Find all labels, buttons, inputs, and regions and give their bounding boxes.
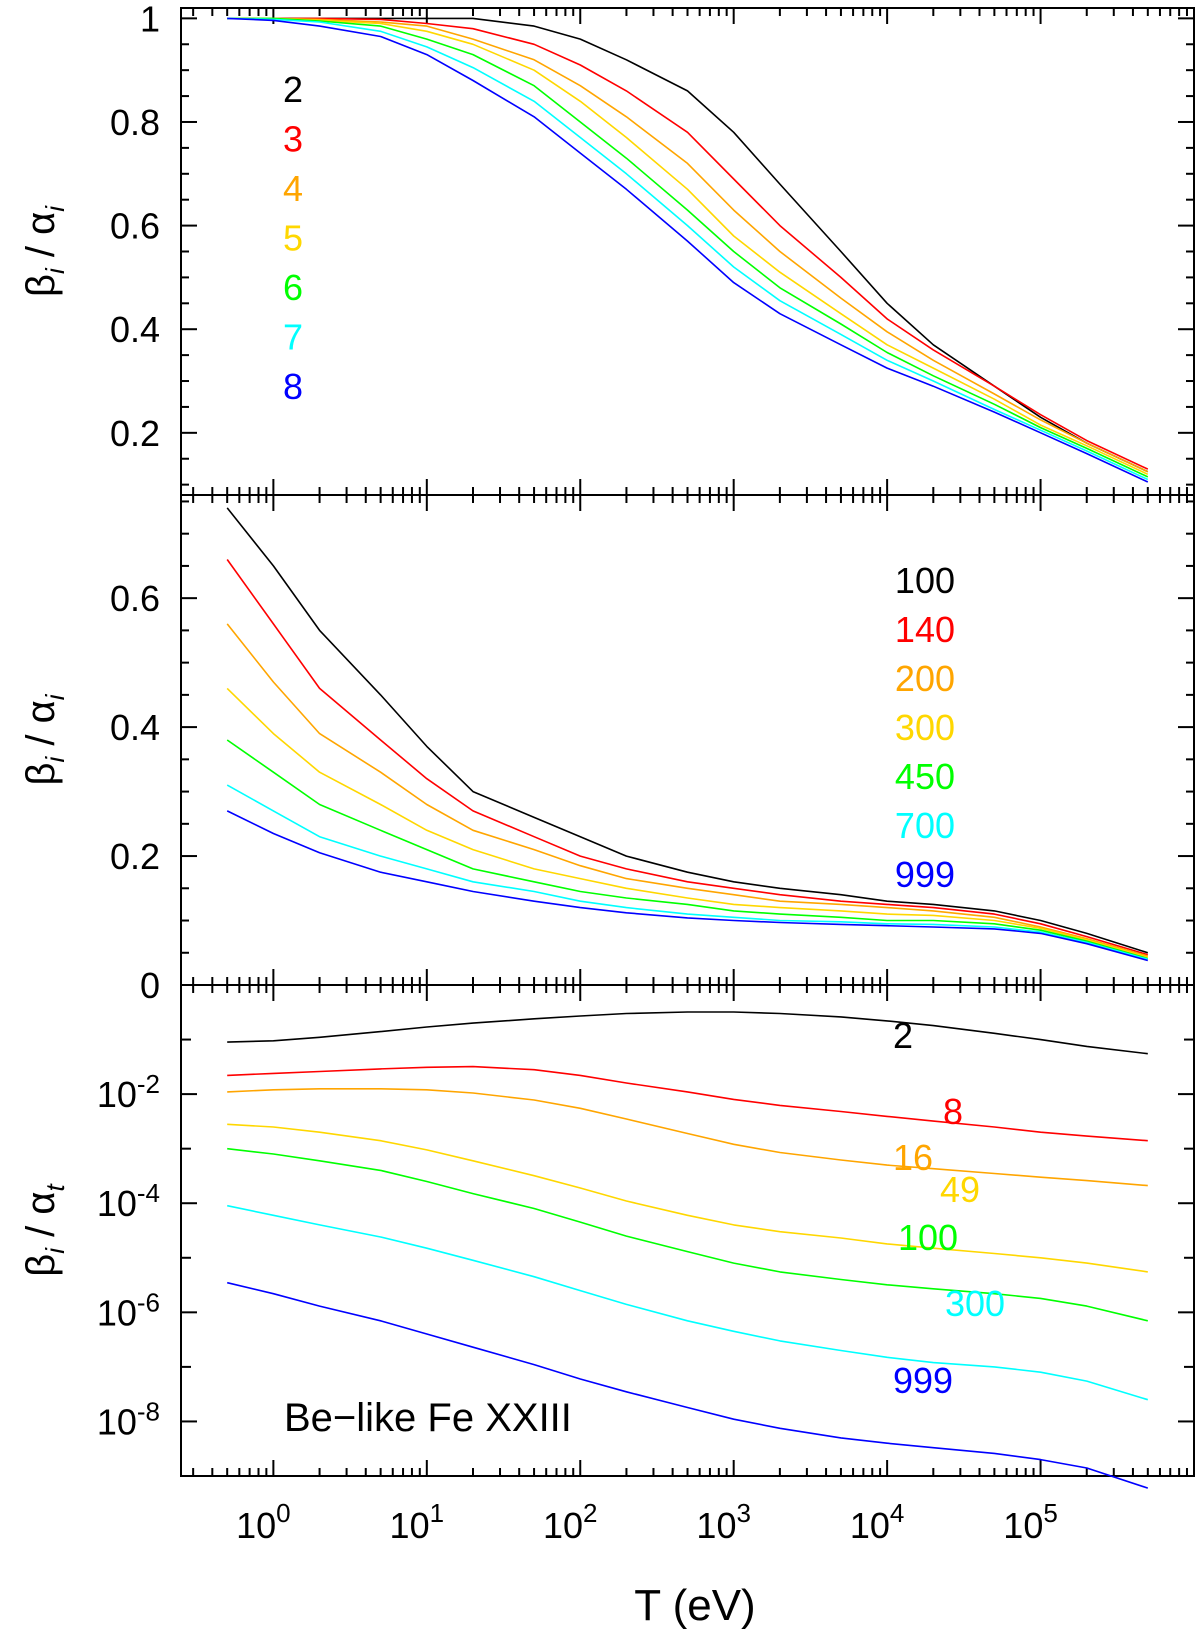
series-line-5 [227, 17, 1149, 476]
legend-label-200: 200 [895, 658, 955, 699]
legend-label-700: 700 [895, 805, 955, 846]
series-line-999 [226, 810, 1149, 962]
series-line-100 [227, 1147, 1148, 1322]
series-line-700 [226, 784, 1149, 960]
legend-label-100: 100 [895, 560, 955, 601]
legend-label-300: 300 [895, 707, 955, 748]
legend-label-49: 49 [940, 1169, 980, 1210]
y-axis-title: βi / αi [19, 205, 70, 297]
y-tick-label: 10-8 [97, 1396, 160, 1442]
legend-label-999: 999 [893, 1360, 953, 1401]
x-tick-label: 102 [543, 1498, 598, 1546]
series-line-140 [226, 559, 1149, 956]
series-line-6 [227, 17, 1149, 478]
panel-3: 0 10-2 10-4 10-6 10-8 100 101 102 103 104 105 βi / … [19, 965, 1195, 1546]
series-line-4 [227, 17, 1149, 473]
series-line-8 [227, 1065, 1148, 1142]
y-tick-label: 0.8 [110, 102, 160, 143]
y-tick-label: 0.6 [110, 206, 160, 247]
legend-label-300: 300 [945, 1283, 1005, 1324]
panels: 0.2 0.4 0.6 0.8 1 βi / αi 2 3 4 5 6 7 8 0.2 0.4 0.6 βi /… [19, 0, 1195, 1546]
x-tick-label: 104 [850, 1498, 905, 1546]
series-line-8 [227, 17, 1149, 483]
legend-label-5: 5 [283, 218, 303, 259]
legend-label-2: 2 [893, 1015, 913, 1056]
legend-label-2: 2 [283, 69, 303, 110]
legend-label-140: 140 [895, 609, 955, 650]
panel-2: 0.2 0.4 0.6 βi / αi 100 140 200 300 450 700 999 [19, 494, 1195, 986]
legend-label-4: 4 [283, 168, 303, 209]
y-tick-label: 10-4 [97, 1178, 160, 1224]
series-line-999 [227, 1281, 1149, 1489]
series-line-200 [226, 623, 1149, 957]
y-tick-label: 1 [140, 0, 160, 39]
series-line-3 [227, 17, 1149, 470]
series-line-49 [227, 1123, 1148, 1273]
y-tick-label: 0 [140, 965, 160, 1006]
legend-label-8: 8 [283, 366, 303, 407]
legend-label-6: 6 [283, 267, 303, 308]
series-line-16 [227, 1088, 1148, 1187]
y-tick-label: 0.4 [110, 707, 160, 748]
legend-label-8: 8 [943, 1091, 963, 1132]
legend-label-450: 450 [895, 756, 955, 797]
x-tick-label: 101 [390, 1498, 445, 1546]
x-axis-title: T (eV) [634, 1581, 755, 1630]
y-tick-label: 0.6 [110, 578, 160, 619]
y-tick-label: 10-6 [97, 1287, 160, 1333]
legend-label-100: 100 [898, 1217, 958, 1258]
legend-label-7: 7 [283, 317, 303, 358]
y-tick-label: 10-2 [97, 1069, 160, 1115]
y-axis-title: βi / αi [19, 693, 70, 785]
series-line-100 [226, 507, 1149, 954]
legend-label-999: 999 [895, 854, 955, 895]
panel-1: 0.2 0.4 0.6 0.8 1 βi / αi 2 3 4 5 6 7 8 [19, 0, 1195, 496]
series-line-300 [226, 687, 1149, 959]
legend-label-3: 3 [283, 119, 303, 160]
y-tick-label: 0.2 [110, 836, 160, 877]
series-line-7 [227, 17, 1149, 481]
series-line-450 [226, 739, 1149, 960]
x-tick-label: 100 [236, 1498, 291, 1546]
y-tick-label: 0.4 [110, 309, 160, 350]
x-tick-label: 103 [696, 1498, 751, 1546]
chart-annotation: Be−like Fe XXIII [284, 1396, 572, 1440]
y-axis-title: βi / αt [19, 1182, 70, 1276]
x-tick-label: 105 [1003, 1498, 1058, 1546]
series-line-300 [227, 1204, 1149, 1401]
y-tick-label: 0.2 [110, 413, 160, 454]
series-line-2 [227, 1011, 1148, 1055]
legend-label-16: 16 [893, 1137, 933, 1178]
